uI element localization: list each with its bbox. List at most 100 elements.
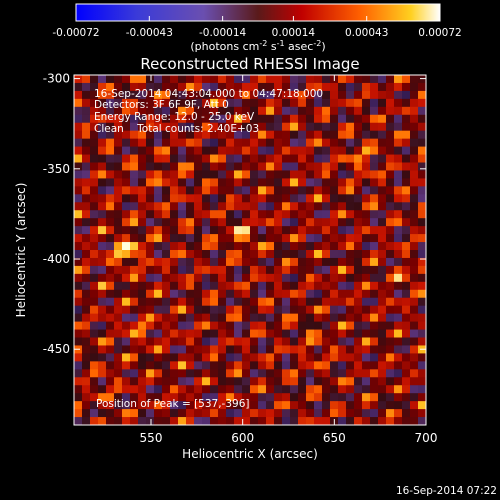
heatmap-pixel bbox=[170, 377, 179, 386]
heatmap-pixel bbox=[346, 234, 355, 243]
heatmap-pixel bbox=[354, 377, 363, 386]
heatmap-pixel bbox=[194, 353, 203, 362]
heatmap-pixel bbox=[178, 114, 187, 124]
heatmap-pixel bbox=[370, 385, 379, 394]
heatmap-pixel bbox=[266, 361, 275, 370]
heatmap-pixel bbox=[162, 297, 171, 307]
heatmap-pixel bbox=[130, 265, 139, 275]
heatmap-pixel bbox=[106, 417, 115, 425]
heatmap-pixel bbox=[346, 226, 355, 235]
heatmap-pixel bbox=[410, 130, 419, 140]
heatmap-pixel bbox=[74, 82, 83, 92]
heatmap-pixel bbox=[242, 281, 251, 291]
heatmap-pixel bbox=[378, 385, 387, 394]
heatmap-pixel bbox=[130, 170, 139, 179]
heatmap-pixel bbox=[346, 329, 355, 339]
heatmap-pixel bbox=[178, 329, 187, 339]
heatmap-pixel bbox=[242, 178, 251, 187]
heatmap-pixel bbox=[154, 385, 163, 394]
heatmap-pixel bbox=[178, 353, 187, 362]
heatmap-pixel bbox=[154, 154, 163, 164]
heatmap-pixel bbox=[82, 122, 91, 132]
heatmap-pixel bbox=[194, 210, 203, 219]
heatmap-pixel bbox=[114, 281, 123, 291]
heatmap-pixel bbox=[162, 98, 171, 108]
heatmap-pixel bbox=[274, 154, 283, 164]
heatmap-pixel bbox=[106, 401, 115, 410]
heatmap-pixel bbox=[362, 98, 371, 108]
heatmap-pixel bbox=[386, 202, 395, 211]
heatmap-pixel bbox=[162, 377, 171, 386]
heatmap-pixel bbox=[114, 345, 123, 354]
info-line-detectors: Detectors: 3F 6F 9F, Att 0 bbox=[94, 99, 229, 111]
heatmap-pixel bbox=[330, 130, 339, 140]
heatmap-pixel bbox=[74, 385, 83, 394]
heatmap-pixel bbox=[274, 146, 283, 156]
heatmap-pixel bbox=[394, 409, 403, 418]
heatmap-pixel bbox=[362, 345, 371, 354]
heatmap-pixel bbox=[210, 401, 219, 410]
heatmap-pixel bbox=[146, 82, 155, 92]
heatmap-pixel bbox=[130, 313, 139, 323]
heatmap-pixel bbox=[82, 242, 91, 251]
heatmap-pixel bbox=[386, 106, 395, 116]
heatmap-pixel bbox=[106, 210, 115, 219]
heatmap-pixel bbox=[386, 313, 395, 323]
heatmap-pixel bbox=[266, 138, 275, 148]
heatmap-pixel bbox=[82, 265, 91, 275]
heatmap-pixel bbox=[186, 106, 195, 116]
heatmap-pixel bbox=[386, 281, 395, 291]
heatmap-pixel bbox=[298, 210, 307, 219]
heatmap-pixel bbox=[106, 257, 115, 267]
heatmap-pixel bbox=[298, 130, 307, 140]
heatmap-pixel bbox=[218, 210, 227, 219]
heatmap-pixel bbox=[394, 75, 403, 84]
heatmap-pixel bbox=[138, 162, 147, 172]
heatmap-pixel bbox=[194, 178, 203, 187]
heatmap-pixel bbox=[346, 313, 355, 323]
heatmap-pixel bbox=[98, 377, 107, 386]
heatmap-pixel bbox=[194, 281, 203, 291]
heatmap-pixel bbox=[178, 178, 187, 187]
heatmap-pixel bbox=[290, 265, 299, 275]
heatmap-pixel bbox=[322, 170, 331, 179]
heatmap-pixel bbox=[402, 186, 411, 195]
heatmap-pixel bbox=[162, 178, 171, 187]
heatmap-pixel bbox=[242, 273, 251, 283]
heatmap-pixel bbox=[418, 106, 426, 116]
heatmap-pixel bbox=[338, 281, 347, 291]
heatmap-pixel bbox=[186, 353, 195, 362]
heatmap-pixel bbox=[170, 345, 179, 354]
heatmap-pixel bbox=[210, 242, 219, 251]
heatmap-image bbox=[74, 75, 426, 425]
heatmap-pixel bbox=[146, 218, 155, 227]
heatmap-pixel bbox=[234, 106, 243, 116]
heatmap-pixel bbox=[298, 321, 307, 331]
heatmap-pixel bbox=[266, 250, 275, 259]
heatmap-pixel bbox=[330, 297, 339, 307]
heatmap-pixel bbox=[90, 337, 99, 347]
heatmap-pixel bbox=[218, 122, 227, 132]
heatmap-pixel bbox=[226, 122, 235, 132]
heatmap-pixel bbox=[242, 393, 251, 402]
heatmap-pixel bbox=[154, 170, 163, 179]
heatmap-pixel bbox=[74, 114, 83, 124]
heatmap-pixel bbox=[386, 337, 395, 347]
heatmap-pixel bbox=[130, 226, 139, 235]
heatmap-pixel bbox=[210, 162, 219, 172]
heatmap-pixel bbox=[370, 417, 379, 425]
heatmap-pixel bbox=[314, 226, 323, 235]
heatmap-pixel bbox=[362, 385, 371, 394]
heatmap-pixel bbox=[418, 385, 426, 394]
heatmap-pixel bbox=[226, 337, 235, 347]
heatmap-pixel bbox=[338, 114, 347, 124]
heatmap-pixel bbox=[186, 202, 195, 211]
heatmap-pixel bbox=[98, 353, 107, 362]
heatmap-pixel bbox=[394, 273, 403, 283]
heatmap-pixel bbox=[354, 178, 363, 187]
heatmap-pixel bbox=[130, 361, 139, 370]
heatmap-pixel bbox=[138, 417, 147, 425]
heatmap-pixel bbox=[250, 202, 259, 211]
heatmap-pixel bbox=[314, 321, 323, 331]
heatmap-pixel bbox=[250, 289, 259, 299]
